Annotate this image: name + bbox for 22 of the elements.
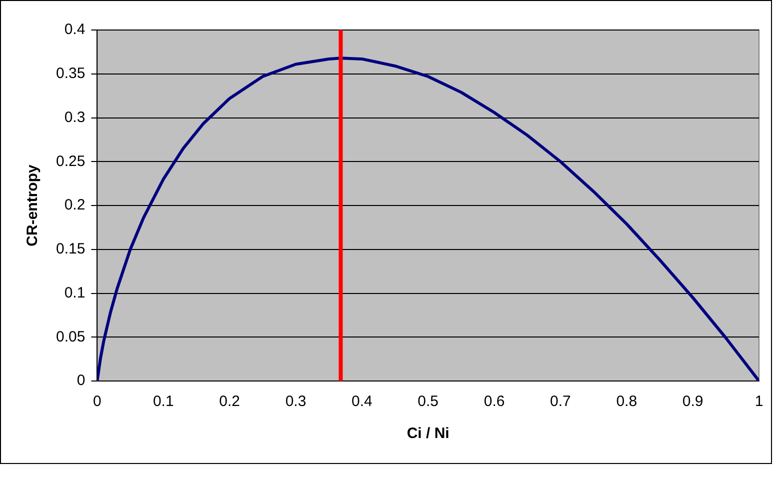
x-tick-label: 0.2 bbox=[219, 393, 240, 410]
x-tick-label: 0.1 bbox=[152, 393, 174, 410]
y-tick-label: 0.2 bbox=[64, 196, 86, 214]
y-tick-label: 0.35 bbox=[56, 65, 86, 82]
y-axis-title: CR-entropy bbox=[24, 164, 42, 246]
x-tick-label: 1 bbox=[754, 393, 764, 410]
x-tick-label: 0.3 bbox=[285, 393, 306, 410]
y-tick-label: 0.15 bbox=[56, 240, 86, 258]
x-tick-label: 0.8 bbox=[616, 393, 638, 410]
x-tick-label: 0.7 bbox=[550, 393, 571, 410]
x-axis-title: Ci / Ni bbox=[406, 425, 450, 442]
y-tick-label: 0.1 bbox=[64, 284, 86, 302]
y-tick-label: 0.25 bbox=[56, 152, 86, 170]
x-tick-label: 0.9 bbox=[682, 393, 704, 410]
x-tick-label: 0.4 bbox=[351, 393, 372, 410]
y-tick-label: 0.4 bbox=[64, 21, 86, 38]
y-tick-label: 0.05 bbox=[56, 328, 86, 346]
y-tick-label: 0.3 bbox=[64, 108, 86, 126]
x-tick-label: 0.6 bbox=[484, 393, 505, 410]
x-tick-label: 0 bbox=[93, 393, 102, 410]
x-tick-label: 0.5 bbox=[418, 393, 439, 410]
y-tick-label: 0 bbox=[76, 372, 86, 390]
